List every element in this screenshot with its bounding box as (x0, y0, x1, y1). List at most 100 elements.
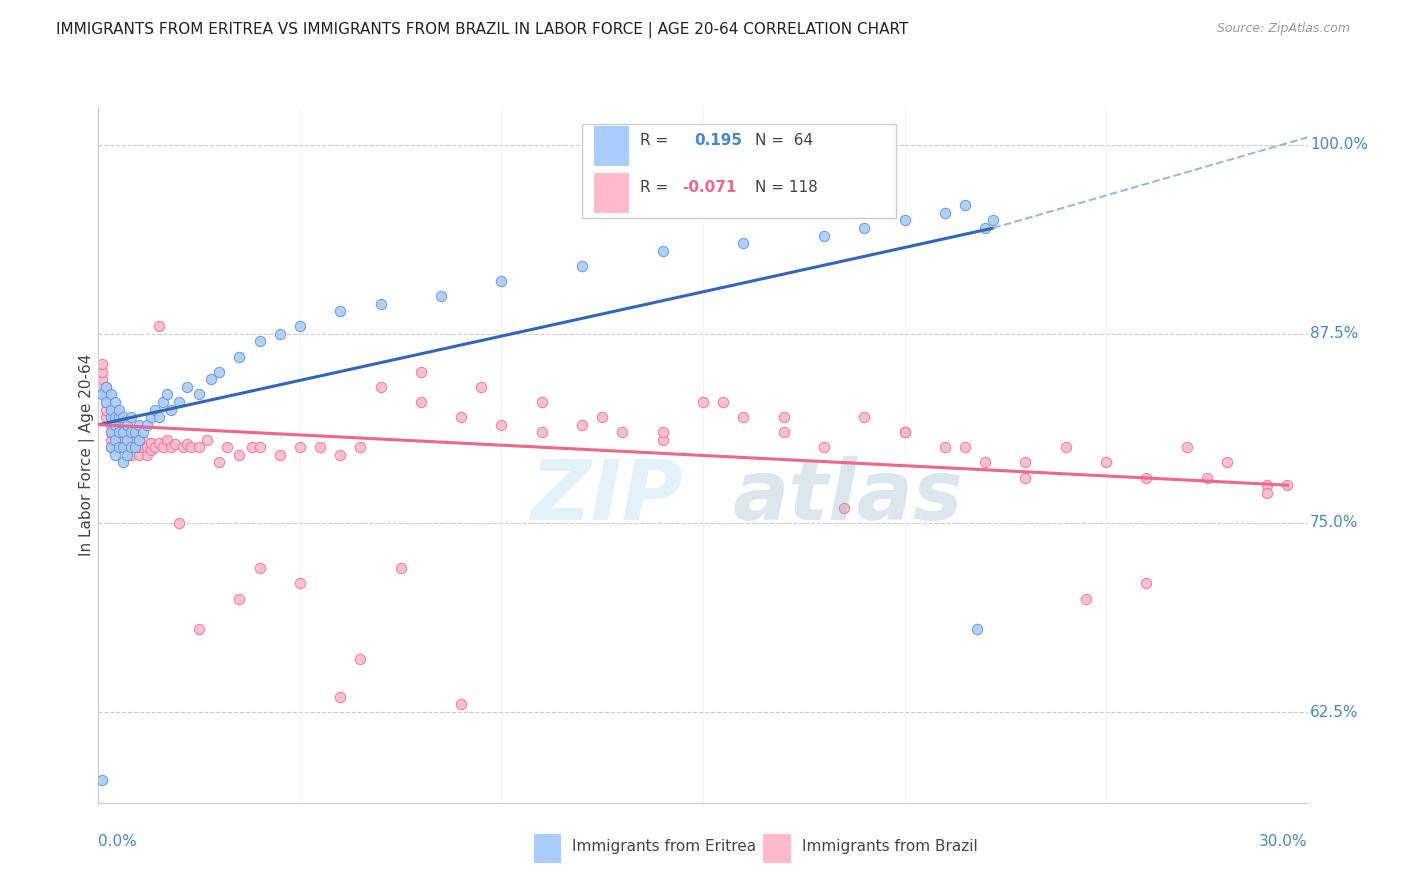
Point (934, 441, 956, 455)
Point (195, 433, 218, 447)
Point (160, 441, 183, 455)
Point (124, 425, 146, 440)
Point (103, 395, 125, 409)
Text: N = 118: N = 118 (755, 180, 818, 194)
Text: N =  64: N = 64 (755, 133, 813, 148)
Point (651, 433, 673, 447)
Point (135, 448, 157, 462)
Point (450, 698, 472, 712)
Point (107, 425, 129, 440)
Point (115, 433, 138, 447)
Point (832, 500, 855, 515)
Text: 75.0%: 75.0% (1310, 516, 1358, 531)
Bar (595, 127, 628, 165)
Point (148, 435, 170, 450)
Point (163, 437, 186, 451)
Point (409, 395, 432, 409)
Point (135, 417, 157, 432)
Point (813, 441, 835, 455)
Point (128, 448, 150, 462)
Point (152, 441, 174, 455)
Point (124, 441, 146, 455)
Text: 0.195: 0.195 (695, 133, 742, 148)
Text: IMMIGRANTS FROM ERITREA VS IMMIGRANTS FROM BRAZIL IN LABOR FORCE | AGE 20-64 COR: IMMIGRANTS FROM ERITREA VS IMMIGRANTS FR… (56, 22, 908, 38)
Point (96, 395, 118, 409)
Point (100, 425, 122, 440)
Point (120, 410, 142, 425)
Point (143, 441, 166, 455)
Point (139, 443, 162, 458)
Point (981, 213, 1004, 227)
Text: 0.0%: 0.0% (98, 834, 138, 849)
Point (1277, 478, 1299, 492)
Point (329, 448, 352, 462)
Point (115, 448, 138, 462)
Point (692, 395, 714, 409)
Point (100, 410, 122, 425)
Point (491, 417, 513, 432)
Text: R =: R = (640, 180, 668, 194)
Point (91, 387, 114, 401)
Point (103, 410, 125, 425)
Point (100, 425, 122, 440)
Point (96, 380, 118, 394)
Point (228, 350, 250, 364)
Point (329, 304, 352, 318)
Point (100, 441, 122, 455)
Point (103, 417, 125, 432)
Point (249, 561, 271, 575)
Point (124, 441, 146, 455)
Text: 100.0%: 100.0% (1310, 137, 1368, 153)
Point (115, 417, 138, 432)
Point (96, 395, 118, 409)
Point (530, 395, 553, 409)
Point (115, 433, 138, 447)
Point (139, 410, 162, 425)
Point (128, 441, 150, 455)
Point (111, 425, 134, 440)
Point (103, 417, 125, 432)
Point (853, 221, 876, 235)
Point (167, 516, 190, 530)
Point (107, 441, 129, 455)
Point (1014, 470, 1036, 484)
Point (100, 387, 122, 401)
Point (491, 274, 513, 288)
Point (107, 410, 129, 425)
Point (389, 561, 412, 575)
Point (107, 402, 129, 417)
Point (409, 365, 432, 379)
Point (107, 425, 129, 440)
Point (100, 433, 122, 447)
Point (100, 410, 122, 425)
Bar (534, 834, 561, 862)
Point (450, 410, 472, 425)
Point (470, 380, 492, 394)
Point (772, 410, 794, 425)
Point (1195, 470, 1218, 484)
Point (107, 417, 129, 432)
Point (100, 441, 122, 455)
Point (103, 402, 125, 417)
Point (269, 448, 291, 462)
Point (107, 410, 129, 425)
Point (96, 387, 118, 401)
Point (115, 417, 138, 432)
Point (96, 402, 118, 417)
Point (530, 425, 553, 440)
Point (591, 410, 613, 425)
Point (91, 773, 114, 788)
Point (120, 448, 142, 462)
Point (893, 425, 915, 440)
Point (893, 425, 915, 440)
Text: R =: R = (640, 133, 668, 148)
Text: Source: ZipAtlas.com: Source: ZipAtlas.com (1216, 22, 1350, 36)
Point (370, 380, 392, 394)
Point (120, 441, 142, 455)
Point (188, 387, 211, 401)
Point (152, 395, 174, 409)
Point (772, 425, 794, 440)
Point (571, 259, 593, 273)
Point (91, 365, 114, 379)
Point (309, 441, 332, 455)
